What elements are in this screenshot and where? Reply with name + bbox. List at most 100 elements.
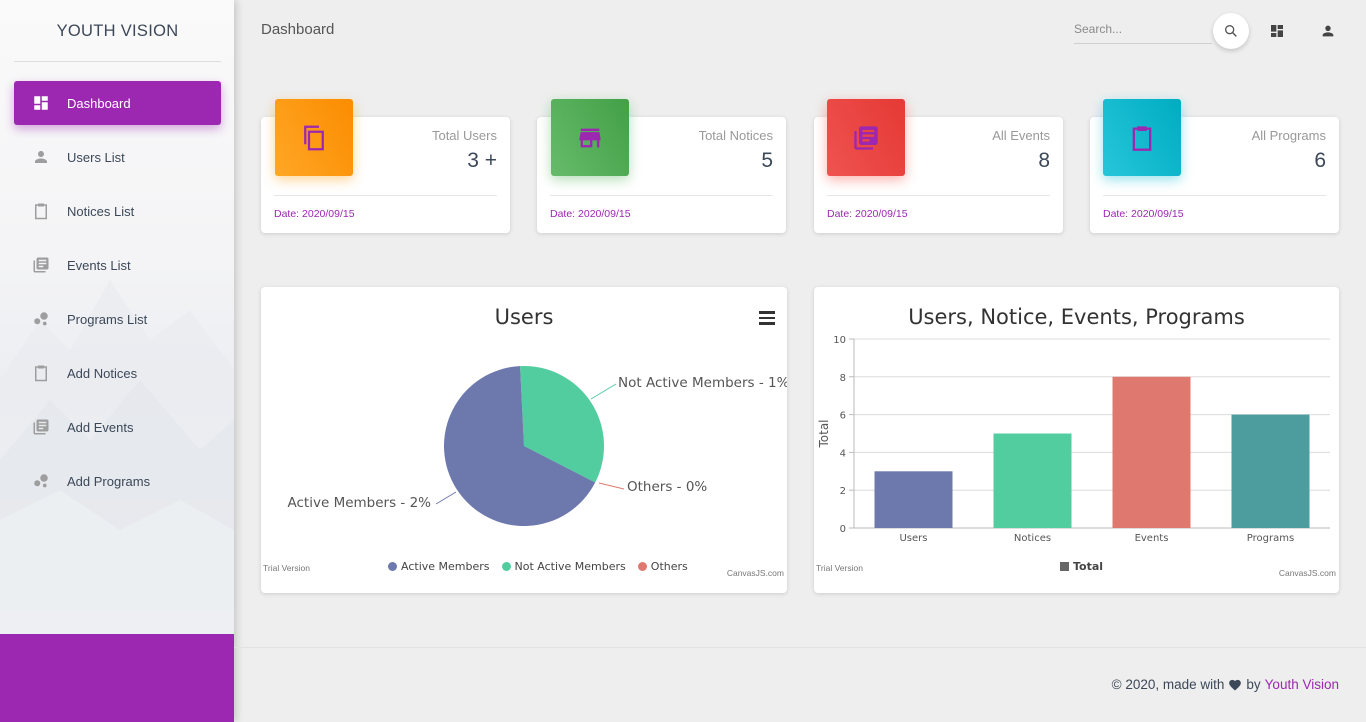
x-tick-label: Programs	[1247, 533, 1294, 544]
stat-date: Date: 2020/09/15	[550, 208, 631, 220]
chart-menu-button[interactable]	[759, 311, 775, 325]
stat-date: Date: 2020/09/15	[827, 208, 908, 220]
library-books-icon	[31, 255, 51, 275]
pie-label-connector	[435, 491, 457, 505]
legend-item-others[interactable]: Others	[637, 560, 688, 573]
pie-data-label: Others - 0%	[627, 479, 707, 495]
bar-events[interactable]	[1112, 376, 1191, 528]
copy-icon	[304, 125, 324, 150]
search-field	[1074, 16, 1212, 44]
footer-by: by	[1246, 677, 1261, 692]
y-tick-label: 6	[840, 411, 846, 422]
footer: © 2020, made with by Youth Vision	[1112, 677, 1339, 692]
sidebar-item-label: Programs List	[67, 311, 148, 327]
pie-data-label: Not Active Members - 1%	[618, 375, 787, 391]
legend-item-not-active[interactable]: Not Active Members	[501, 560, 626, 573]
legend-marker	[637, 562, 647, 571]
pie-legend: Active Members Not Active Members Others	[388, 560, 688, 573]
x-tick-label: Notices	[1014, 533, 1051, 544]
footer-text: © 2020, made with	[1111, 677, 1225, 692]
dashboard-icon	[1271, 25, 1283, 37]
y-tick-label: 8	[840, 373, 846, 384]
menu-icon-bar	[759, 316, 775, 320]
footer-link[interactable]: Youth Vision	[1264, 677, 1339, 692]
canvasjs-credit[interactable]: CanvasJS.com	[726, 568, 784, 578]
clipboard-icon	[1132, 125, 1152, 151]
stat-date: Date: 2020/09/15	[1103, 208, 1184, 220]
stat-label: All Events	[992, 128, 1050, 143]
stat-icon-box-events	[827, 99, 905, 176]
sidebar: YOUTH VISION Dashboard Users List Notice…	[0, 0, 234, 722]
totals-bar-chart: 0 2 4 6 8 10 Total Users Notices Events Programs	[817, 335, 1330, 544]
pie-label-connector	[590, 383, 617, 400]
menu-icon-bar	[759, 322, 775, 325]
page-title: Dashboard	[261, 21, 335, 38]
users-pie-chart: Active Members - 2% Not Active Members - …	[288, 366, 787, 526]
search-icon	[1225, 24, 1237, 37]
sidebar-item-label: Dashboard	[67, 95, 131, 111]
clipboard-icon	[31, 201, 51, 221]
sidebar-item-add-programs[interactable]: Add Programs	[14, 459, 221, 503]
stat-icon-box-notices	[551, 99, 629, 176]
bar-notices[interactable]	[993, 433, 1072, 529]
bubble-chart-icon	[31, 471, 51, 491]
stat-value: 5	[761, 149, 773, 172]
stat-value: 8	[1038, 149, 1050, 172]
bubble-chart-icon	[31, 309, 51, 329]
bar-programs[interactable]	[1231, 414, 1310, 528]
stat-date: Date: 2020/09/15	[274, 208, 355, 220]
legend-item-active[interactable]: Active Members	[388, 560, 490, 573]
stat-divider	[827, 195, 1050, 196]
sidebar-item-label: Add Notices	[67, 365, 138, 381]
sidebar-item-dashboard[interactable]: Dashboard	[14, 81, 221, 125]
stat-icon-box-programs	[1103, 99, 1181, 176]
dashboard-icon	[31, 93, 51, 113]
store-icon	[579, 128, 601, 147]
search-input[interactable]	[1074, 16, 1212, 42]
sidebar-item-notices-list[interactable]: Notices List	[14, 189, 221, 233]
stat-label: Total Notices	[698, 128, 773, 143]
dashboard-toggle-button[interactable]	[1266, 20, 1288, 42]
menu-icon-bar	[759, 311, 775, 314]
sidebar-item-label: Add Programs	[67, 473, 151, 489]
legend-label: Active Members	[401, 560, 490, 573]
sidebar-item-label: Notices List	[67, 203, 135, 219]
sidebar-item-label: Add Events	[67, 419, 134, 435]
y-tick-label: 4	[840, 448, 846, 459]
stat-divider	[1103, 195, 1326, 196]
legend-marker	[1060, 562, 1069, 571]
sidebar-item-programs-list[interactable]: Programs List	[14, 297, 221, 341]
sidebar-item-label: Events List	[67, 257, 131, 273]
canvasjs-credit[interactable]: CanvasJS.com	[1278, 568, 1336, 578]
pie-slice-active-members[interactable]	[444, 366, 596, 526]
sidebar-item-events-list[interactable]: Events List	[14, 243, 221, 287]
heart-icon	[1229, 679, 1242, 691]
sidebar-item-add-notices[interactable]: Add Notices	[14, 351, 221, 395]
sidebar-footer-band	[0, 634, 234, 722]
stat-value: 3 +	[467, 149, 497, 172]
pie-slice-not-active-members[interactable]	[520, 366, 604, 483]
sidebar-mountain-image	[0, 280, 234, 634]
legend-marker	[388, 562, 397, 571]
library-books-icon	[854, 125, 878, 150]
library-books-icon	[31, 417, 51, 437]
footer-divider	[234, 647, 1366, 648]
search-button[interactable]	[1213, 13, 1249, 49]
user-profile-button[interactable]	[1317, 20, 1339, 42]
pie-data-label: Active Members - 2%	[288, 495, 432, 511]
chart-title: Users, Notice, Events, Programs	[908, 305, 1245, 329]
brand-logo-text[interactable]: YOUTH VISION	[14, 0, 221, 62]
sidebar-item-add-events[interactable]: Add Events	[14, 405, 221, 449]
sidebar-item-users-list[interactable]: Users List	[14, 135, 221, 179]
y-axis-title: Total	[817, 419, 831, 448]
y-tick-label: 10	[833, 335, 846, 346]
users-pie-chart-card: Users Active Members - 2% Not Active Memb…	[261, 287, 787, 593]
legend-item-total[interactable]: Total	[1060, 560, 1103, 573]
pie-label-connector	[598, 482, 625, 490]
bar-legend: Total	[1060, 560, 1103, 573]
clipboard-icon	[31, 363, 51, 383]
stat-value: 6	[1314, 149, 1326, 172]
x-tick-label: Users	[899, 533, 927, 544]
legend-label: Total	[1073, 560, 1104, 573]
bar-users[interactable]	[874, 471, 953, 528]
